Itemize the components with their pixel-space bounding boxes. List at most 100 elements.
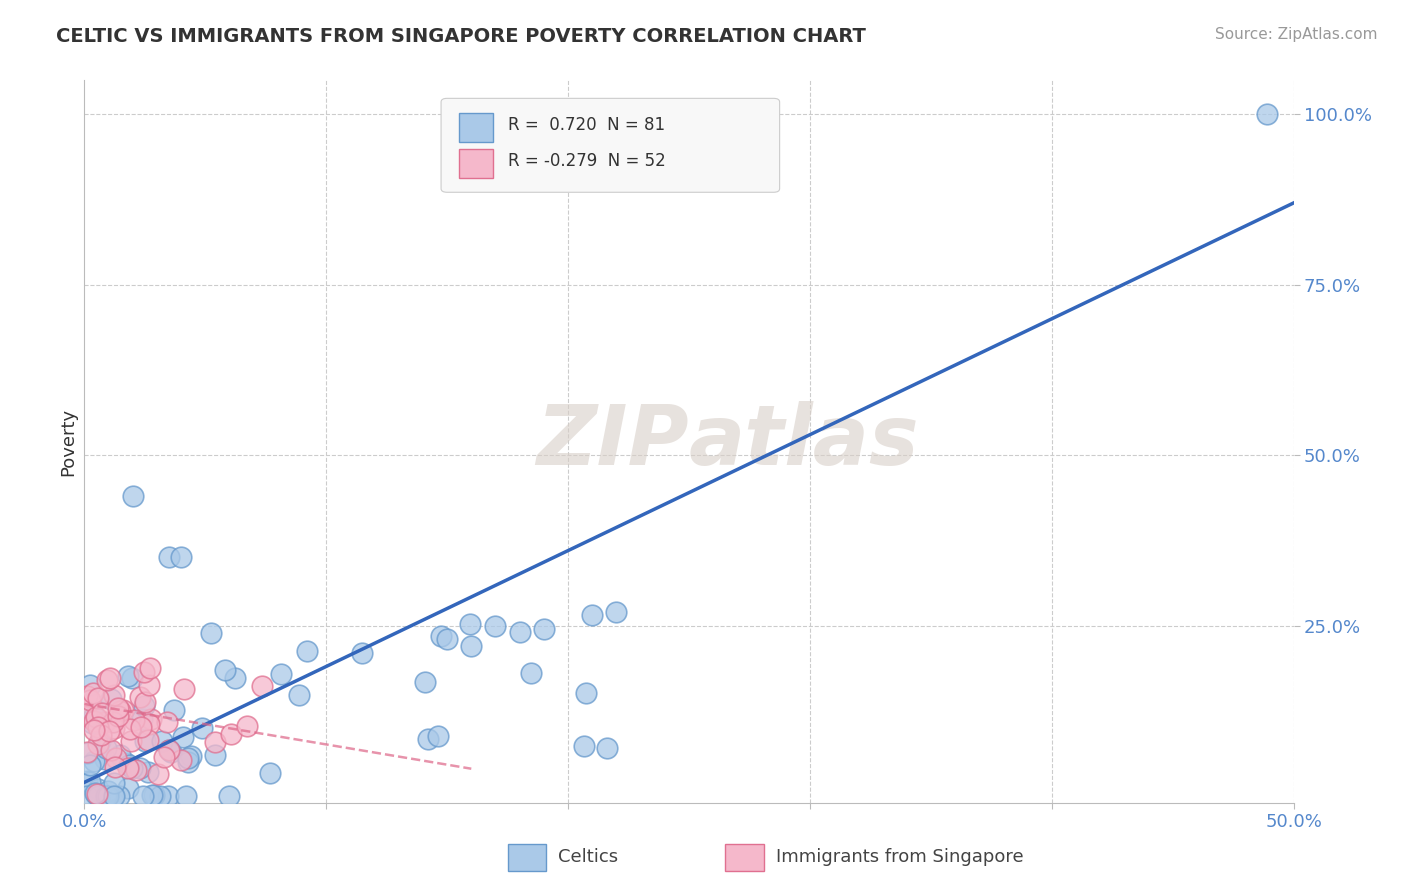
- Point: [236, 719, 259, 733]
- Point: [581, 608, 603, 623]
- Point: [117, 761, 139, 775]
- Point: [259, 766, 281, 780]
- Point: [87, 691, 110, 706]
- Point: [121, 489, 143, 503]
- Point: [250, 679, 273, 693]
- Point: [131, 789, 153, 803]
- Point: [204, 747, 226, 762]
- FancyBboxPatch shape: [460, 112, 494, 142]
- Point: [460, 639, 482, 653]
- Point: [108, 748, 131, 763]
- Point: [153, 749, 176, 764]
- Point: [89, 733, 111, 747]
- Point: [84, 786, 107, 800]
- Point: [103, 776, 125, 790]
- Point: [150, 734, 173, 748]
- Point: [596, 740, 619, 755]
- Text: R =  0.720  N = 81: R = 0.720 N = 81: [508, 116, 665, 134]
- Point: [122, 714, 145, 728]
- Point: [107, 789, 129, 803]
- Point: [224, 671, 246, 685]
- Point: [134, 695, 156, 709]
- Point: [120, 734, 142, 748]
- Point: [97, 789, 120, 803]
- Point: [352, 646, 374, 660]
- Point: [96, 673, 118, 687]
- Point: [79, 774, 101, 789]
- Point: [149, 789, 172, 803]
- Point: [90, 706, 112, 721]
- Point: [86, 782, 108, 797]
- Point: [107, 701, 129, 715]
- Point: [111, 703, 134, 717]
- Point: [172, 730, 194, 744]
- Point: [84, 788, 107, 802]
- Point: [204, 734, 226, 748]
- Point: [97, 783, 120, 797]
- Point: [146, 767, 169, 781]
- Text: Immigrants from Singapore: Immigrants from Singapore: [776, 848, 1024, 866]
- Point: [509, 625, 531, 640]
- Point: [107, 709, 129, 723]
- Point: [82, 686, 104, 700]
- Point: [101, 715, 124, 730]
- Text: Celtics: Celtics: [558, 848, 619, 866]
- Point: [76, 708, 98, 723]
- Point: [128, 690, 150, 704]
- Point: [174, 789, 197, 803]
- Point: [118, 758, 141, 772]
- Point: [170, 753, 193, 767]
- Point: [162, 703, 184, 717]
- FancyBboxPatch shape: [460, 149, 494, 178]
- Point: [87, 789, 110, 803]
- Point: [427, 729, 450, 743]
- Point: [76, 689, 98, 703]
- Point: [103, 721, 125, 735]
- Point: [139, 661, 162, 675]
- Point: [297, 644, 319, 658]
- Point: [101, 789, 124, 803]
- Point: [86, 720, 108, 734]
- Point: [157, 743, 180, 757]
- Point: [533, 622, 555, 636]
- Point: [139, 713, 162, 727]
- Point: [180, 749, 202, 764]
- Point: [94, 740, 117, 755]
- Point: [76, 746, 98, 760]
- Point: [94, 752, 117, 766]
- Point: [110, 704, 132, 718]
- Point: [159, 745, 181, 759]
- Point: [177, 755, 200, 769]
- Text: CELTIC VS IMMIGRANTS FROM SINGAPORE POVERTY CORRELATION CHART: CELTIC VS IMMIGRANTS FROM SINGAPORE POVE…: [56, 27, 866, 45]
- Point: [76, 745, 98, 759]
- Point: [83, 714, 105, 728]
- Point: [214, 663, 236, 677]
- Point: [83, 755, 105, 769]
- Point: [117, 781, 139, 796]
- Point: [134, 734, 156, 748]
- Point: [129, 761, 152, 775]
- Point: [484, 618, 506, 632]
- Point: [100, 743, 122, 757]
- FancyBboxPatch shape: [508, 844, 547, 871]
- Point: [86, 787, 108, 801]
- Point: [270, 666, 292, 681]
- Point: [157, 743, 180, 757]
- Point: [103, 688, 125, 702]
- Point: [100, 692, 122, 706]
- Point: [105, 751, 128, 765]
- Point: [121, 671, 143, 685]
- Point: [79, 692, 101, 706]
- Point: [94, 789, 117, 803]
- Point: [574, 739, 596, 753]
- Point: [94, 715, 117, 730]
- Point: [80, 715, 103, 730]
- Point: [121, 760, 143, 774]
- Point: [124, 763, 146, 777]
- Point: [460, 617, 482, 632]
- Point: [173, 682, 195, 697]
- Point: [219, 727, 242, 741]
- Point: [1256, 107, 1278, 121]
- Y-axis label: Poverty: Poverty: [59, 408, 77, 475]
- Point: [156, 715, 179, 730]
